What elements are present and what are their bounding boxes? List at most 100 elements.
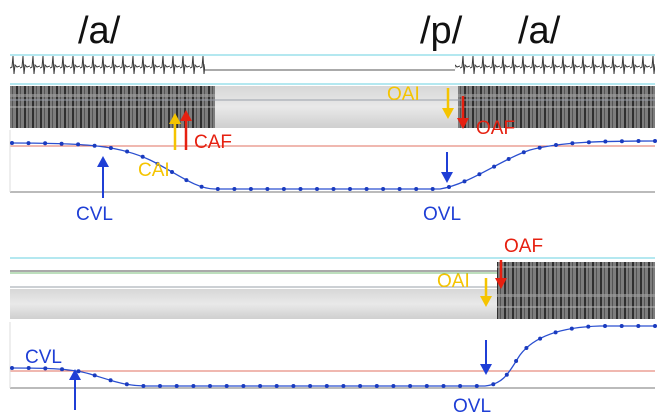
trajectory-sample-dot xyxy=(524,346,529,350)
trajectory-sample-dot xyxy=(315,187,319,191)
trajectory-sample-dot xyxy=(653,324,657,328)
trajectory-sample-dot xyxy=(458,384,463,388)
trajectory-sample-dot xyxy=(26,141,31,146)
trajectory-sample-dot xyxy=(553,330,558,335)
trajectory-sample-dot xyxy=(10,366,14,370)
top-trajectory-dots xyxy=(10,139,657,191)
bottom-trajectory-bg xyxy=(10,322,655,388)
top-spectrogram-left xyxy=(10,86,215,128)
trajectory-sample-dot xyxy=(391,384,396,388)
top-label-cvl: CVL xyxy=(76,204,113,225)
trajectory-sample-dot xyxy=(619,139,624,144)
top-spectrogram-right xyxy=(458,86,655,128)
bottom-label-oaf: OAF xyxy=(504,236,543,257)
trajectory-sample-dot xyxy=(408,384,413,388)
top-ovl-arrowhead xyxy=(441,172,453,183)
top-trajectory-curve xyxy=(11,140,656,190)
bottom-oai-arrowhead xyxy=(480,296,492,307)
top-oai-arrowhead xyxy=(442,108,454,119)
trajectory-sample-dot xyxy=(514,359,519,363)
top-caf-arrowhead xyxy=(180,110,192,121)
trajectory-sample-dot xyxy=(43,141,48,146)
top-panel: CAF CAI OAI OAF CVL OVL xyxy=(9,54,657,225)
trajectory-sample-dot xyxy=(554,143,558,147)
trajectory-sample-dot xyxy=(348,187,352,191)
trajectory-sample-dot xyxy=(477,172,482,177)
trajectory-sample-dot xyxy=(199,184,204,189)
top-oaf-arrowhead xyxy=(457,118,469,129)
trajectory-sample-dot xyxy=(170,170,174,174)
trajectory-sample-dot xyxy=(125,149,130,154)
trajectory-sample-dot xyxy=(374,384,379,388)
bottom-label-cvl: CVL xyxy=(25,347,62,368)
bottom-oaf-arrowhead xyxy=(495,278,507,289)
trajectory-sample-dot xyxy=(124,382,129,387)
trajectory-sample-dot xyxy=(108,378,113,383)
top-waveform-right xyxy=(455,56,655,80)
top-label-cai: CAI xyxy=(138,160,170,181)
trajectory-sample-dot xyxy=(586,324,591,329)
trajectory-sample-dot xyxy=(60,367,64,372)
trajectory-sample-dot xyxy=(381,187,386,191)
trajectory-sample-dot xyxy=(248,187,253,191)
trajectory-sample-dot xyxy=(424,384,429,388)
trajectory-sample-dot xyxy=(462,179,467,184)
trajectory-sample-dot xyxy=(521,150,526,155)
phoneme-a-second: /a/ xyxy=(518,10,561,52)
top-label-caf: CAF xyxy=(194,132,232,153)
trajectory-sample-dot xyxy=(636,324,641,328)
trajectory-sample-dot xyxy=(291,384,296,388)
top-cai-arrowhead xyxy=(169,113,181,124)
trajectory-sample-dot xyxy=(141,384,146,388)
top-label-oai: OAI xyxy=(387,84,420,105)
trajectory-sample-dot xyxy=(491,382,496,387)
bottom-trajectory-dots xyxy=(10,324,657,388)
trajectory-sample-dot xyxy=(155,161,160,166)
trajectory-sample-dot xyxy=(569,326,574,331)
trajectory-sample-dot xyxy=(26,366,31,370)
trajectory-sample-dot xyxy=(324,384,329,388)
trajectory-sample-dot xyxy=(447,185,451,189)
trajectory-sample-dot xyxy=(504,372,509,377)
trajectory-sample-dot xyxy=(59,141,64,146)
trajectory-sample-dot xyxy=(76,142,81,147)
bottom-label-ovl: OVL xyxy=(453,396,491,417)
trajectory-sample-dot xyxy=(364,187,369,191)
trajectory-sample-dot xyxy=(537,145,542,150)
trajectory-sample-dot xyxy=(538,336,543,341)
trajectory-sample-dot xyxy=(76,369,81,374)
bottom-cvl-arrowhead xyxy=(69,369,81,380)
bottom-spectrogram-right xyxy=(497,262,655,319)
trajectory-sample-dot xyxy=(158,384,162,388)
trajectory-sample-dot xyxy=(331,187,336,191)
trajectory-sample-dot xyxy=(174,384,179,388)
trajectory-sample-dot xyxy=(140,154,145,159)
trajectory-sample-dot xyxy=(298,187,303,191)
trajectory-sample-dot xyxy=(258,384,263,388)
trajectory-sample-dot xyxy=(92,143,97,148)
top-waveform-left xyxy=(10,56,205,80)
trajectory-sample-dot xyxy=(108,146,113,150)
trajectory-sample-dot xyxy=(191,384,196,388)
trajectory-sample-dot xyxy=(430,187,435,191)
trajectory-sample-dot xyxy=(92,373,97,378)
bottom-panel: OAF OAI CVL OVL xyxy=(9,236,657,417)
trajectory-sample-dot xyxy=(603,139,608,144)
trajectory-sample-dot xyxy=(281,187,286,191)
trajectory-sample-dot xyxy=(474,384,479,388)
top-label-oaf: OAF xyxy=(476,118,515,139)
trajectory-sample-dot xyxy=(241,384,246,388)
bottom-label-oai: OAI xyxy=(437,271,470,292)
trajectory-sample-dot xyxy=(653,139,657,143)
trajectory-sample-dot xyxy=(619,324,624,328)
trajectory-sample-dot xyxy=(224,384,229,388)
trajectory-sample-dot xyxy=(603,324,607,328)
trajectory-sample-dot xyxy=(43,366,48,371)
trajectory-sample-dot xyxy=(215,187,220,191)
trajectory-sample-dot xyxy=(492,164,497,169)
phoneme-p: /p/ xyxy=(420,10,463,52)
trajectory-sample-dot xyxy=(341,384,346,388)
trajectory-sample-dot xyxy=(232,187,237,191)
top-label-ovl: OVL xyxy=(423,204,461,225)
